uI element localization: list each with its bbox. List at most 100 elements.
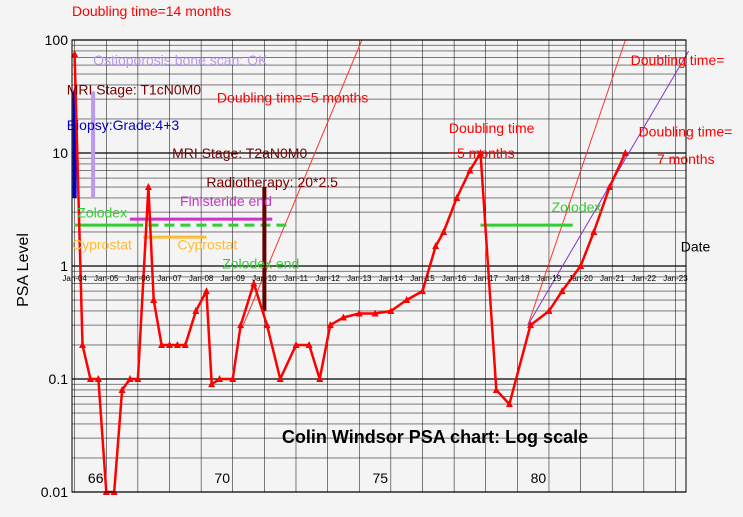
- annotation: Doubling time=: [639, 123, 733, 139]
- psa-point: [173, 340, 181, 348]
- y-tick-label: 0.01: [41, 484, 68, 500]
- annotation: Doubling time=14 months: [72, 3, 231, 19]
- y-tick-label: 10: [52, 145, 68, 161]
- annotation: Date: [681, 238, 711, 254]
- x-tick-label: Jan-13: [347, 274, 372, 283]
- psa-point: [166, 340, 174, 348]
- treatment-label: Finisteride end: [180, 193, 272, 209]
- psa-point: [134, 375, 142, 382]
- psa-point: [216, 375, 224, 382]
- x-tick-label: Jan-18: [505, 274, 530, 283]
- y-axis-label: PSA Level: [15, 233, 32, 307]
- psa-point: [476, 149, 484, 156]
- psa-point: [403, 296, 411, 304]
- x-tick-label: Jan-21: [600, 274, 625, 283]
- psa-point: [144, 183, 152, 191]
- psa-point: [432, 242, 440, 250]
- psa-point: [316, 375, 324, 382]
- psa-point: [339, 313, 347, 321]
- psa-point: [387, 306, 395, 314]
- psa-point: [276, 375, 284, 382]
- x-tick-label: Jan-06: [126, 274, 151, 283]
- psa-point: [492, 385, 500, 393]
- treatment-label: Zolodex: [77, 204, 127, 220]
- chart-title: Colin Windsor PSA chart: Log scale: [282, 427, 588, 447]
- annotation: Doubling time=: [631, 52, 725, 68]
- psa-point: [558, 287, 566, 295]
- treatment-label: Zolodex: [552, 199, 602, 215]
- psa-point: [150, 296, 158, 304]
- psa-point: [263, 321, 271, 329]
- x-tick-label: Jan-05: [94, 274, 119, 283]
- annotation: MRI Stage: T2aN0M0: [172, 145, 307, 161]
- psa-point: [326, 321, 334, 329]
- x-tick-label: Jan-04: [62, 274, 87, 283]
- annotation: Doubling time=5 months: [217, 89, 368, 105]
- x-tick-label: Jan-16: [442, 274, 467, 283]
- x-tick-label: Jan-07: [157, 274, 182, 283]
- x-tick-label: Jan-09: [221, 274, 246, 283]
- psa-point: [305, 340, 313, 348]
- psa-point: [71, 50, 79, 58]
- y-tick-label: 1: [60, 258, 68, 274]
- psa-point: [237, 321, 245, 329]
- psa-point: [621, 149, 629, 156]
- x-tick-label: Jan-11: [284, 274, 308, 283]
- psa-point: [158, 340, 166, 348]
- x-tick-label: Jan-15: [410, 274, 435, 283]
- doubling-fit-line: [527, 39, 626, 326]
- x-tick-label: Jan-12: [315, 274, 340, 283]
- age-label: 75: [373, 470, 389, 486]
- psa-point: [94, 375, 102, 382]
- psa-point: [86, 375, 94, 382]
- x-tick-label: Jan-17: [473, 274, 498, 283]
- psa-point: [577, 262, 585, 269]
- psa-point: [126, 375, 134, 382]
- age-label: 80: [531, 470, 547, 486]
- psa-point: [590, 227, 598, 235]
- psa-point: [229, 375, 237, 382]
- psa-point: [545, 306, 553, 314]
- treatment-label: Cyprostat: [177, 236, 237, 252]
- treatment-label: Cyprostat: [72, 236, 132, 252]
- treatment-label: Zolodex end: [222, 256, 299, 272]
- treatment-bars: [72, 91, 573, 311]
- age-label: 70: [214, 470, 230, 486]
- psa-point: [466, 166, 474, 174]
- psa-point: [453, 193, 461, 201]
- x-tick-label: Jan-22: [632, 274, 657, 283]
- annotation: Doubling time: [449, 120, 535, 136]
- psa-point: [527, 321, 535, 329]
- psa-point: [606, 183, 614, 191]
- psa-point: [202, 287, 210, 295]
- psa-point: [208, 380, 216, 388]
- psa-point: [418, 287, 426, 295]
- psa-series: [71, 50, 629, 495]
- x-tick-label: Jan-10: [252, 274, 277, 283]
- x-tick-label: Jan-14: [379, 274, 404, 283]
- psa-point: [79, 340, 87, 348]
- y-tick-label: 100: [45, 32, 69, 48]
- psa-point: [181, 340, 189, 348]
- axes: 100 10 1 0.1 0.01 Jan-04 Jan-05 Jan-06 Jan-07 Jan…: [41, 32, 688, 500]
- psa-point: [505, 400, 513, 408]
- annotation: ~5 months: [449, 145, 515, 161]
- grid: [72, 39, 686, 493]
- y-tick-label: 0.1: [49, 371, 69, 387]
- annotation: Ostioporosis bone scan: OK: [93, 52, 268, 68]
- plot-frame: [71, 39, 687, 493]
- psa-point: [292, 340, 300, 348]
- x-tick-label: Jan-23: [663, 274, 688, 283]
- x-tick-label: Jan-08: [189, 274, 214, 283]
- x-tick-label: Jan-19: [537, 274, 562, 283]
- annotation: Radiotherapy: 20*2.5: [206, 174, 338, 190]
- age-label: 66: [88, 470, 104, 486]
- psa-point: [192, 306, 200, 314]
- psa-point: [355, 309, 363, 317]
- annotation: Biopsy:Grade:4+3: [67, 117, 180, 133]
- psa-point: [118, 385, 126, 393]
- annotation: MRI Stage: T1cN0M0: [67, 81, 202, 97]
- x-tick-label: Jan-20: [568, 274, 593, 283]
